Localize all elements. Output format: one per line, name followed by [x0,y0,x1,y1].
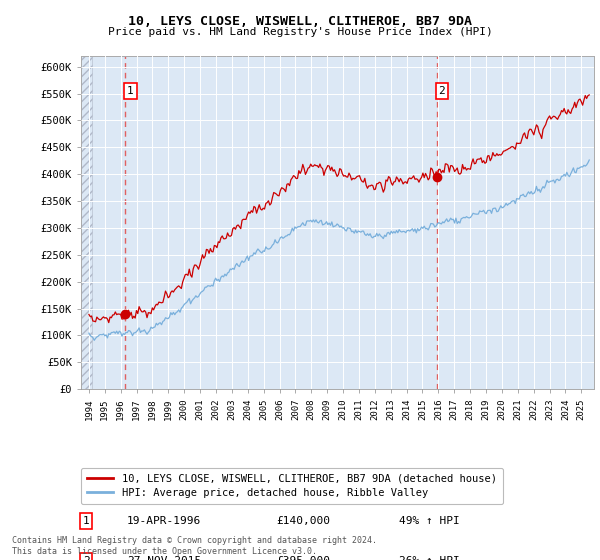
Text: £140,000: £140,000 [276,516,330,526]
Text: 2: 2 [83,556,89,560]
Text: 1: 1 [127,86,134,96]
Text: Contains HM Land Registry data © Crown copyright and database right 2024.
This d: Contains HM Land Registry data © Crown c… [12,536,377,556]
Text: 27-NOV-2015: 27-NOV-2015 [127,556,202,560]
Text: 2: 2 [439,86,445,96]
Text: 1: 1 [83,516,89,526]
Text: 49% ↑ HPI: 49% ↑ HPI [399,516,460,526]
Text: £395,000: £395,000 [276,556,330,560]
Legend: 10, LEYS CLOSE, WISWELL, CLITHEROE, BB7 9DA (detached house), HPI: Average price: 10, LEYS CLOSE, WISWELL, CLITHEROE, BB7 … [81,468,503,505]
Text: Price paid vs. HM Land Registry's House Price Index (HPI): Price paid vs. HM Land Registry's House … [107,27,493,37]
Text: 10, LEYS CLOSE, WISWELL, CLITHEROE, BB7 9DA: 10, LEYS CLOSE, WISWELL, CLITHEROE, BB7 … [128,15,472,28]
Text: 26% ↑ HPI: 26% ↑ HPI [399,556,460,560]
Text: 19-APR-1996: 19-APR-1996 [127,516,202,526]
